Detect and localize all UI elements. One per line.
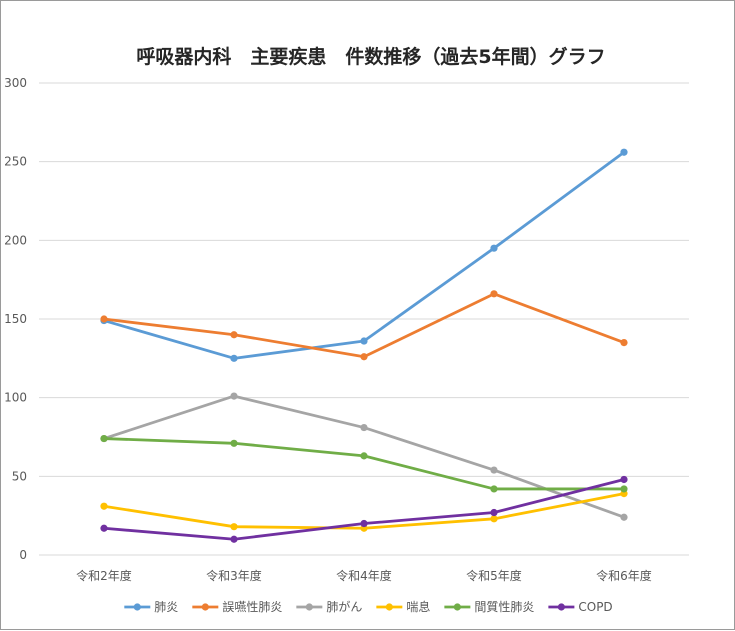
legend-swatch-marker bbox=[201, 603, 209, 611]
data-point bbox=[360, 337, 368, 345]
x-tick-label: 令和6年度 bbox=[596, 568, 652, 583]
data-point bbox=[620, 339, 628, 347]
data-point bbox=[230, 535, 238, 543]
y-tick-label: 300 bbox=[4, 76, 27, 90]
data-point bbox=[100, 524, 108, 532]
data-point bbox=[620, 148, 628, 156]
series-group bbox=[100, 148, 628, 543]
legend-item-6: COPD bbox=[548, 600, 613, 614]
data-point bbox=[230, 354, 238, 362]
data-point bbox=[360, 353, 368, 361]
data-point bbox=[230, 392, 238, 400]
data-point bbox=[490, 515, 498, 523]
series-line bbox=[102, 437, 626, 491]
data-point bbox=[360, 519, 368, 528]
legend-label: 肺炎 bbox=[154, 600, 178, 614]
data-point bbox=[490, 244, 498, 252]
y-axis-ticks: 0 50 100 150 200 250 300 bbox=[4, 76, 27, 562]
legend-item-3: 肺がん bbox=[296, 599, 362, 614]
data-point bbox=[490, 508, 498, 517]
legend-item-5: 間質性肺炎 bbox=[444, 599, 534, 614]
series-4 bbox=[100, 490, 628, 532]
legend: 肺炎 誤嚥性肺炎 肺がん 喘息 間質性肺炎 COPD bbox=[124, 599, 613, 614]
data-point bbox=[230, 331, 238, 339]
legend-label: COPD bbox=[578, 600, 612, 614]
data-point bbox=[360, 423, 368, 432]
legend-item-1: 肺炎 bbox=[124, 600, 178, 614]
legend-item-4: 喘息 bbox=[376, 599, 430, 614]
y-tick-label: 0 bbox=[19, 548, 27, 562]
x-tick-label: 令和4年度 bbox=[336, 568, 392, 583]
data-point bbox=[620, 513, 628, 521]
y-tick-label: 100 bbox=[4, 391, 27, 405]
y-tick-label: 250 bbox=[4, 155, 27, 169]
data-point bbox=[100, 434, 108, 443]
data-point bbox=[620, 475, 628, 484]
series-6 bbox=[100, 475, 628, 543]
legend-swatch-marker bbox=[133, 603, 141, 611]
data-point bbox=[360, 452, 368, 460]
legend-swatch-marker bbox=[305, 603, 313, 611]
legend-label: 喘息 bbox=[406, 599, 430, 614]
data-point bbox=[230, 523, 238, 531]
series-line bbox=[102, 292, 626, 359]
legend-label: 肺がん bbox=[326, 599, 362, 614]
data-point bbox=[620, 485, 628, 493]
data-point bbox=[490, 466, 498, 474]
x-axis-ticks: 令和2年度 令和3年度 令和4年度 令和5年度 令和6年度 bbox=[76, 568, 652, 583]
data-point bbox=[230, 439, 238, 447]
series-1 bbox=[100, 148, 628, 362]
y-tick-label: 50 bbox=[12, 469, 27, 483]
legend-swatch-marker bbox=[385, 603, 393, 611]
legend-label: 誤嚥性肺炎 bbox=[222, 599, 282, 614]
y-tick-label: 200 bbox=[4, 233, 27, 247]
legend-item-2: 誤嚥性肺炎 bbox=[192, 599, 282, 614]
data-point bbox=[100, 502, 108, 510]
x-tick-label: 令和2年度 bbox=[76, 568, 132, 583]
data-point bbox=[100, 315, 108, 323]
legend-swatch-marker bbox=[453, 603, 461, 611]
series-2 bbox=[100, 290, 628, 361]
y-tick-label: 150 bbox=[4, 312, 27, 326]
x-tick-label: 令和5年度 bbox=[466, 568, 522, 583]
data-point bbox=[490, 485, 498, 493]
series-5 bbox=[100, 434, 628, 493]
chart-title: 呼吸器内科 主要疾患 件数推移（過去5年間）グラフ bbox=[136, 45, 605, 68]
data-point bbox=[490, 290, 498, 298]
legend-swatch-marker bbox=[557, 603, 565, 611]
legend-label: 間質性肺炎 bbox=[474, 599, 534, 614]
gridlines bbox=[39, 82, 689, 556]
x-tick-label: 令和3年度 bbox=[206, 568, 262, 583]
